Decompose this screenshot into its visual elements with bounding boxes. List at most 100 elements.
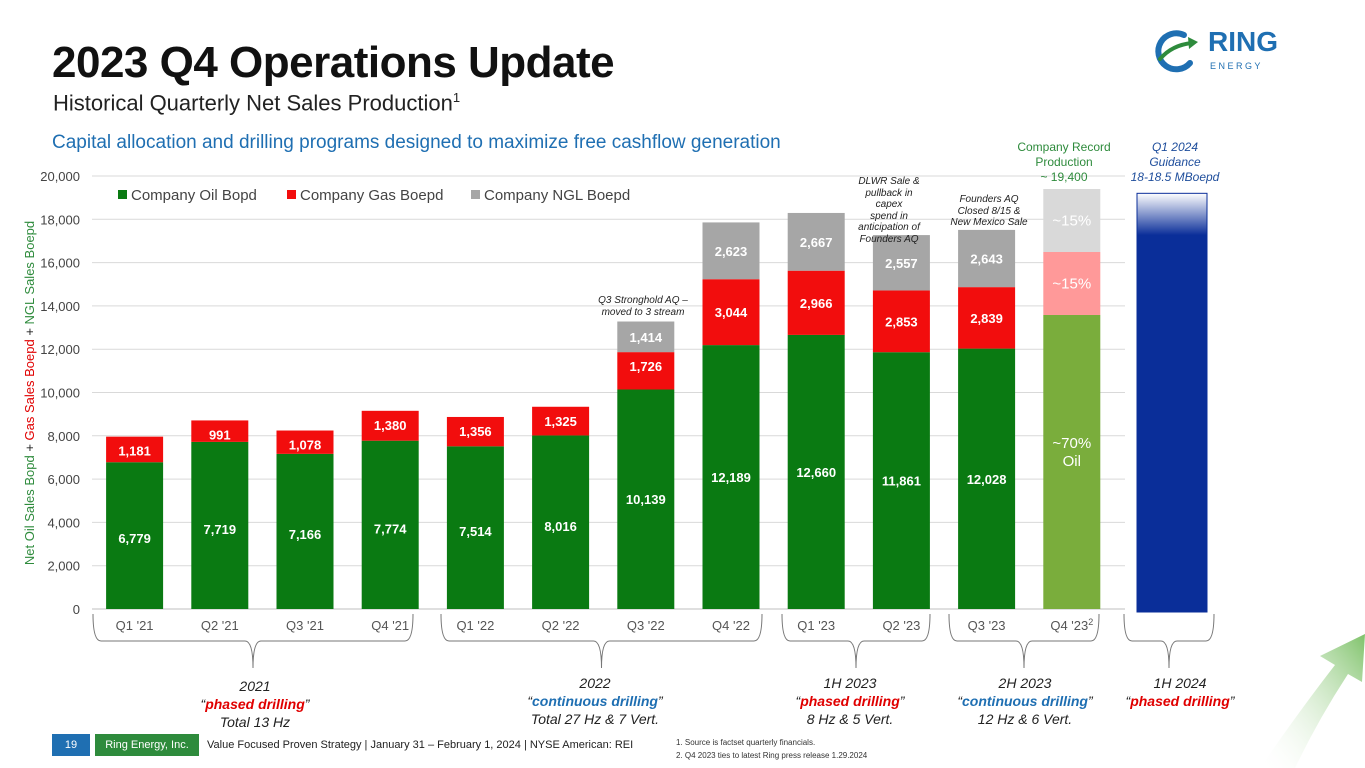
data-label-ngl: 2,643 (970, 252, 1003, 267)
program-name: phased drilling (205, 696, 305, 713)
bar-gas (276, 430, 334, 454)
bar-gas (446, 416, 504, 447)
x-tick-label: Q2 '22 (542, 618, 580, 633)
guidance-bar (1136, 192, 1208, 613)
program-name: phased drilling (800, 693, 900, 710)
record-line: ~ 19,400 (1040, 170, 1088, 184)
data-label-ngl: 1,414 (630, 330, 663, 345)
annotation-line: moved to 3 stream (601, 306, 685, 318)
y-tick-label: 18,000 (40, 212, 80, 227)
bar-gas (958, 287, 1016, 349)
x-tick-label: Q4 '21 (371, 618, 409, 633)
page-subtitle: Historical Quarterly Net Sales Productio… (53, 90, 460, 116)
period-wells: 12 Hz & 6 Vert. (977, 711, 1073, 728)
bar-ngl (958, 229, 1016, 288)
y-label-part: Gas Sales Boepd (22, 339, 37, 440)
x-tick-label: Q3 '23 (968, 618, 1006, 633)
program-name: continuous drilling (532, 693, 658, 710)
legend-gas-label: Company Gas Boepd (300, 187, 443, 204)
period-bracket (440, 613, 763, 669)
logo-word: RING (1208, 26, 1278, 57)
data-label-oil: 8,016 (544, 519, 577, 534)
data-label-oil: 7,719 (204, 522, 237, 537)
data-label-ngl: 2,557 (885, 256, 918, 271)
period-1h-2023: 1H 2023 “phased drilling” 8 Hz & 5 Vert. (780, 674, 920, 729)
y-tick-label: 20,000 (40, 169, 80, 184)
annotation-line: Q3 Stronghold AQ – (598, 295, 688, 306)
bar-oil (872, 352, 930, 609)
y-tick-label: 10,000 (40, 386, 80, 401)
guidance-bar-rect (1136, 192, 1208, 613)
y-tick-label: 2,000 (47, 559, 80, 574)
bar-gas (361, 410, 419, 441)
y-tick-label: 8,000 (47, 429, 80, 444)
period-brackets (92, 613, 1215, 669)
data-label-gas: 1,726 (630, 359, 663, 374)
data-label-gas: 1,181 (118, 444, 151, 459)
q4-oil-word: Oil (1063, 453, 1081, 470)
program-name: phased drilling (1130, 693, 1230, 710)
period-year: 1H 2023 (823, 675, 877, 691)
data-labels: 6,779 1,181 7,719 991 7,166 1,078 7,774 1,380 7,… (118, 212, 1091, 545)
annotation-line: New Mexico Sale (950, 217, 1028, 228)
annotation-line: Closed 8/15 & (957, 205, 1021, 217)
data-label-gas: 2,853 (885, 314, 918, 329)
legend-ngl-swatch (471, 190, 480, 199)
footnote-2: 2. Q4 2023 ties to latest Ring press rel… (676, 751, 868, 760)
data-label-oil: 6,779 (118, 531, 151, 546)
period-wells: 8 Hz & 5 Vert. (806, 711, 894, 728)
annotation-line: Founders AQ (959, 194, 1019, 205)
period-program: “phased drilling” (795, 693, 905, 710)
period-bracket (948, 613, 1100, 669)
x-tick-label: Q4 '22 (712, 618, 750, 633)
annotation-q3-23: Founders AQ Closed 8/15 & New Mexico Sal… (944, 194, 1034, 229)
x-tick-label: Q1 '23 (797, 618, 835, 633)
annotation-line: pullback in capex (865, 187, 913, 211)
bar-oil (958, 348, 1016, 609)
period-program: “continuous drilling” (527, 693, 663, 710)
data-label-oil: 10,139 (626, 492, 666, 507)
x-tick-label: Q4 '232 (1050, 617, 1093, 633)
annotation-line: spend in (870, 210, 908, 222)
q4-ngl-pct: ~15% (1052, 212, 1091, 229)
annotation-line: anticipation of (858, 222, 920, 233)
y-label-part: Net Oil Sales Bopd (22, 455, 37, 565)
gridlines (92, 175, 1125, 610)
legend-ngl-label: Company NGL Boepd (484, 187, 630, 204)
bar-oil (446, 446, 504, 609)
record-line: Production (1035, 155, 1093, 169)
data-label-gas: 1,380 (374, 418, 407, 433)
guidance-line: Q1 2024 (1151, 140, 1199, 154)
subtitle-text: Historical Quarterly Net Sales Productio… (53, 90, 453, 116)
period-program: “phased drilling” (1125, 693, 1235, 710)
data-label-oil: 7,514 (459, 524, 492, 539)
record-label: Company Record Production ~ 19,400 (1004, 140, 1124, 185)
data-label-oil: 7,166 (289, 527, 322, 542)
tagline: Capital allocation and drilling programs… (52, 132, 781, 153)
bar-ngl (702, 222, 760, 280)
y-tick-label: 4,000 (47, 515, 80, 530)
data-label-oil: 12,028 (967, 472, 1007, 487)
period-1h-2024: 1H 2024 “phased drilling” (1110, 674, 1250, 710)
y-tick-label: 0 (73, 602, 80, 617)
q4-oil-pct: ~70% (1052, 435, 1091, 452)
x-tick-label: Q3 '21 (286, 618, 324, 633)
bar-oil (191, 441, 249, 609)
record-line: Company Record (1017, 140, 1111, 154)
data-label-oil: 12,189 (711, 470, 751, 485)
x-tick-label: Q2 '21 (201, 618, 239, 633)
bar-gas (617, 352, 675, 390)
data-label-gas: 1,325 (544, 414, 577, 429)
y-axis-label: Net Oil Sales Bopd + Gas Sales Boepd + N… (22, 221, 37, 565)
page-number: 19 (52, 734, 90, 756)
x-axis-ticks: Q1 '21 Q2 '21 Q3 '21 Q4 '21 Q1 '22 Q2 '22 Q3 '… (116, 617, 1094, 633)
x-tick-label: Q1 '22 (456, 618, 494, 633)
period-year: 1H 2024 (1153, 675, 1207, 691)
annotation-q2-23: DLWR Sale & pullback in capex spend in a… (852, 176, 926, 245)
bar-oil (532, 435, 590, 609)
data-label-ngl: 2,667 (800, 235, 833, 250)
bar-gas (702, 279, 760, 346)
data-label-ngl: 2,623 (715, 244, 748, 259)
legend-oil-label: Company Oil Bopd (131, 187, 257, 204)
